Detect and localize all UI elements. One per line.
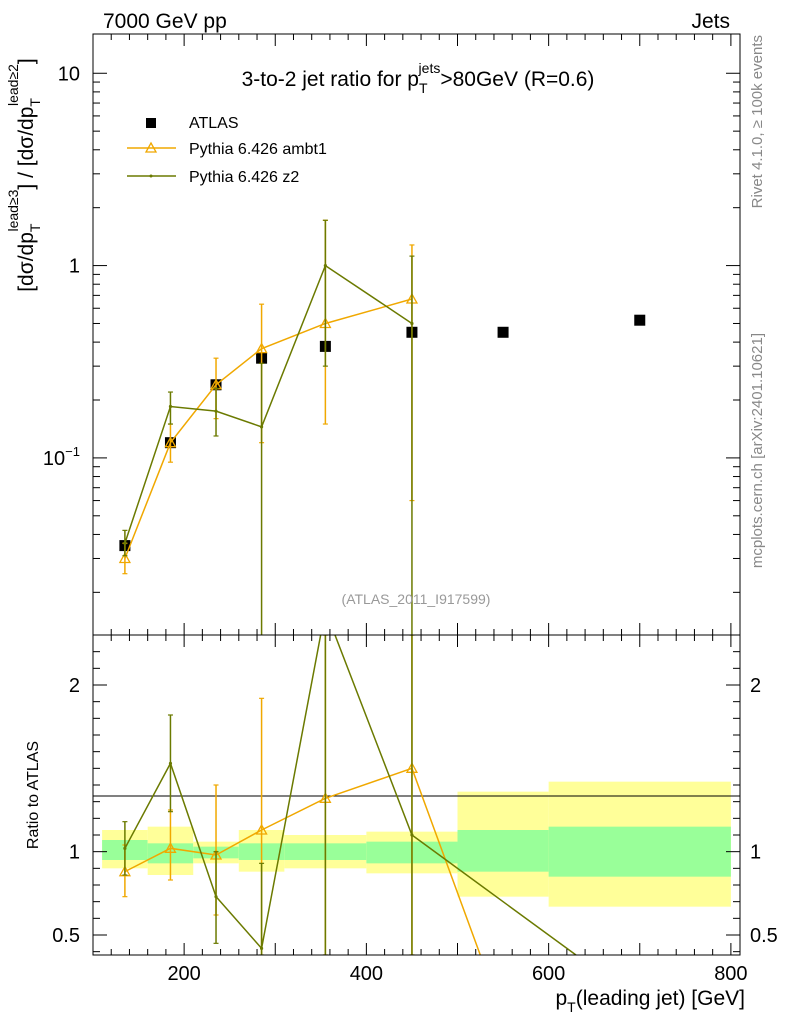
header-right: Jets — [691, 10, 730, 33]
z2-marker — [123, 541, 127, 545]
z2-marker — [410, 321, 414, 326]
ratio-y-tick-labels: 2 2 1 1 0.5 0.5 — [52, 675, 778, 947]
ratio-series-z2 — [122, 635, 577, 955]
main-y-tick-label: 10−1 — [43, 444, 80, 470]
main-plot-area: 10 1 10−1 — [43, 33, 741, 636]
series-ambt1 — [118, 219, 419, 575]
ambt1-marker — [255, 342, 268, 354]
ratio-y-tick-label-right: 1 — [750, 842, 761, 864]
legend-atlas-label: ATLAS — [189, 115, 239, 132]
main-y-tick-labels: 10 1 10−1 — [43, 63, 80, 470]
z2-marker — [214, 409, 218, 413]
ratio-y-tick-label-left: 1 — [69, 842, 80, 864]
ambt1-line — [124, 298, 413, 559]
legend-entry-z2: Pythia 6.426 z2 — [127, 169, 299, 186]
z2-ratio-marker — [168, 761, 173, 765]
ratio-y-tick-label-left: 0.5 — [52, 925, 80, 947]
x-tick-label: 400 — [350, 963, 383, 985]
ratio-series — [118, 635, 577, 955]
z2-line — [124, 264, 413, 544]
legend-entry-atlas: ATLAS — [146, 115, 239, 132]
ratio-plot-area: 2 2 1 1 0.5 0.5 200 400 600 800 — [52, 634, 778, 985]
legend: ATLAS Pythia 6.426 ambt1 Pythia 6.426 z2 — [127, 115, 327, 186]
mcplots-label: mcplots.cern.ch [arXiv:2401.10621] — [749, 333, 766, 568]
series-z2 — [122, 219, 415, 635]
ratio-y-tick-label-left: 2 — [69, 675, 80, 697]
main-series — [118, 219, 646, 635]
ratio-y-axis-title: Ratio to ATLAS — [25, 741, 42, 849]
main-y-axis-title: [dσ/dpTlead≥3] / [dσ/dpTlead≥2] — [5, 58, 43, 292]
ambt1-marker — [118, 552, 131, 564]
ratio-series-ambt1 — [118, 635, 481, 955]
inner-uncertainty-band — [548, 826, 731, 877]
z2-marker — [259, 425, 264, 429]
ratio-y-tick-label-right: 0.5 — [750, 925, 778, 947]
ambt1-ratio-marker — [255, 823, 268, 835]
chart-title: 3-to-2 jet ratio for pTjets>80GeV (R=0.6… — [242, 60, 595, 96]
legend-z2-label: Pythia 6.426 z2 — [189, 169, 299, 186]
z2-ratio-marker — [259, 946, 264, 950]
x-tick-label: 200 — [167, 963, 200, 985]
z2-ratio-line — [124, 635, 577, 955]
z2-ratio-marker — [214, 895, 218, 899]
atlas-data-point — [634, 314, 646, 326]
main-y-tick-label: 1 — [69, 256, 80, 278]
ambt1-ratio-marker — [118, 865, 131, 877]
main-tick-marks — [92, 34, 740, 635]
ratio-uncertainty-bands — [102, 781, 731, 907]
legend-entry-ambt1: Pythia 6.426 ambt1 — [127, 141, 327, 158]
rivet-label: Rivet 4.1.0, ≥ 100k events — [749, 35, 766, 208]
z2-marker — [168, 404, 173, 409]
legend-atlas-marker — [146, 118, 156, 128]
legend-ambt1-marker — [144, 141, 158, 153]
analysis-watermark: (ATLAS_2011_I917599) — [342, 591, 491, 607]
z2-marker — [323, 263, 327, 268]
ambt1-marker — [164, 436, 177, 448]
series-data — [119, 314, 646, 552]
main-panel: 10 1 10−1 3-to-2 jet ratio for pTjets>80Ge… — [5, 33, 741, 636]
main-y-tick-label: 10 — [58, 63, 80, 85]
inner-uncertainty-band — [457, 830, 549, 872]
x-tick-label: 600 — [532, 963, 565, 985]
z2-ratio-marker — [123, 846, 127, 850]
ratio-y-tick-label-right: 2 — [750, 675, 761, 697]
z2-ratio-marker — [410, 833, 414, 837]
ambt1-ratio-marker — [164, 841, 177, 853]
x-tick-labels: 200 400 600 800 — [167, 963, 747, 985]
x-tick-label: 800 — [714, 963, 747, 985]
ratio-tick-marks — [92, 634, 740, 955]
header-left: 7000 GeV pp — [103, 10, 227, 33]
legend-z2-marker — [149, 174, 153, 178]
legend-ambt1-label: Pythia 6.426 ambt1 — [189, 141, 327, 158]
ratio-panel: 2 2 1 1 0.5 0.5 200 400 600 800 Ratio to ATLAS p… — [25, 634, 778, 1015]
ratio-panel-frame — [92, 634, 741, 956]
x-axis-title: pT(leading jet) [GeV] — [555, 987, 745, 1015]
atlas-data-point — [497, 326, 509, 338]
